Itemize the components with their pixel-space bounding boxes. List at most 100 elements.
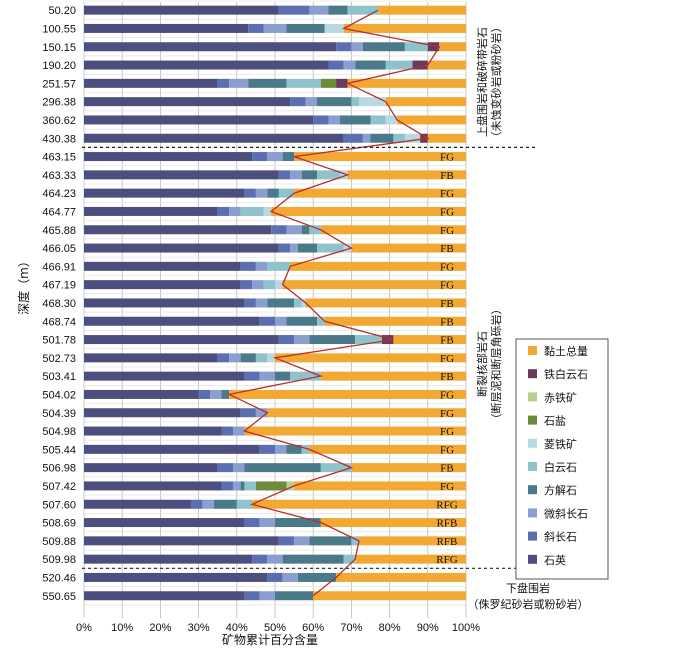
bar-segment [278, 5, 310, 15]
bar-segment [278, 170, 291, 180]
bar-segment [240, 353, 256, 363]
bar-segment [317, 97, 352, 107]
x-tick-label: 70% [340, 622, 362, 634]
y-tick-label: 100.55 [42, 23, 76, 35]
legend-swatch [528, 392, 537, 402]
legend-label: 石盐 [544, 415, 566, 428]
clay-trend-line [227, 9, 441, 597]
x-tick-label: 20% [149, 622, 171, 634]
rock-type-label: FG [440, 225, 454, 237]
y-tick-label: 430.38 [42, 133, 76, 145]
bar-segment [317, 316, 325, 326]
bar-segment [244, 463, 321, 473]
y-tick-label: 509.88 [42, 536, 76, 548]
bar-segment [84, 481, 222, 491]
bar-segment [290, 170, 302, 180]
rock-type-label: FG [440, 152, 454, 164]
y-tick-label: 466.91 [42, 261, 76, 273]
bar-segment [244, 481, 256, 491]
bar-segment [267, 572, 283, 582]
bar-segment [259, 518, 275, 528]
bar-segment [84, 353, 218, 363]
rock-type-label: FG [440, 389, 454, 401]
clay-boundary-line [227, 9, 441, 597]
bar-segment [271, 225, 287, 235]
bar-segment [286, 316, 318, 326]
x-tick-label: 40% [226, 622, 248, 634]
bar-segment [84, 5, 279, 15]
y-tick-label: 520.46 [42, 572, 76, 584]
y-tick-labels: 50.20 100.55 150.15 190.20 251.57 296.38 360.6… [42, 5, 76, 603]
bar-segment [347, 170, 466, 180]
bar-segment [244, 371, 260, 381]
rock-type-label: FB [440, 243, 453, 255]
rock-type-labels: FG FB FG FG FG FB FG FG FB FB FB FG FB FG FG FG FG FB FG RF… [436, 152, 457, 567]
bar-segment [336, 42, 352, 52]
bar-segment [84, 60, 329, 70]
bar-segment [190, 499, 203, 509]
bar-segment [267, 152, 283, 162]
bar-segment [393, 133, 405, 143]
x-tick-label: 50% [264, 622, 286, 634]
y-tick-label: 509.98 [42, 554, 76, 566]
bar-segment [84, 97, 291, 107]
x-tick-label: 60% [302, 622, 324, 634]
bar-segment [343, 133, 363, 143]
bar-segment [351, 463, 466, 473]
bar-segment [240, 280, 253, 290]
legend-swatch [528, 554, 537, 564]
bar-segment [213, 499, 237, 509]
rock-type-label: FG [440, 426, 454, 438]
bar-segment [351, 243, 466, 253]
bar-segments [84, 5, 466, 601]
bar-segment [328, 5, 348, 15]
bar-segment [362, 42, 405, 52]
bar-segment [275, 316, 287, 326]
legend-label: 微斜长石 [544, 506, 588, 520]
bar-segment [217, 78, 230, 88]
bar-segment [351, 536, 360, 546]
bar-segment [198, 389, 211, 399]
bar-segment [252, 499, 466, 509]
bar-segment [252, 152, 268, 162]
bar-segment [385, 97, 466, 107]
bar-segment [309, 335, 356, 345]
bar-segment [339, 170, 348, 180]
upper-zone-sublabel: （未蚀变砂岩或粉砂岩） [489, 22, 503, 143]
legend-swatch [528, 346, 537, 355]
legend-label: 菱铁矿 [544, 438, 577, 451]
y-tick-label: 464.23 [42, 188, 76, 200]
bar-segment [248, 78, 287, 88]
bar-segment [309, 444, 466, 454]
rock-type-label: RFG [436, 554, 457, 566]
bar-segment [252, 280, 264, 290]
bar-segment [290, 97, 306, 107]
bar-segment [240, 261, 256, 271]
bar-segment [317, 243, 344, 253]
bar-segment [267, 353, 275, 363]
rock-type-label: FB [440, 335, 453, 347]
bar-segment [267, 261, 291, 271]
rock-type-label: FG [440, 408, 454, 420]
bar-segment [232, 426, 245, 436]
bar-segment [263, 280, 275, 290]
bar-segment [259, 316, 275, 326]
bar-segment [84, 408, 241, 418]
rock-type-label: FB [440, 298, 453, 310]
zone-separators [82, 146, 538, 569]
bar-segment [267, 298, 295, 308]
y-tick-label: 506.98 [42, 463, 76, 475]
bar-segment [84, 243, 279, 253]
legend-swatch [528, 462, 537, 471]
bar-segment [301, 444, 310, 454]
bar-segment [84, 78, 218, 88]
bar-segment [255, 188, 268, 198]
legend-swatch [528, 438, 537, 448]
y-axis-title: 深度（m） [16, 255, 31, 315]
legend-label: 赤铁矿 [544, 391, 577, 404]
bar-segment [84, 499, 191, 509]
bar-segment [286, 78, 321, 88]
bar-segment [240, 481, 245, 491]
bar-segment [320, 371, 466, 381]
